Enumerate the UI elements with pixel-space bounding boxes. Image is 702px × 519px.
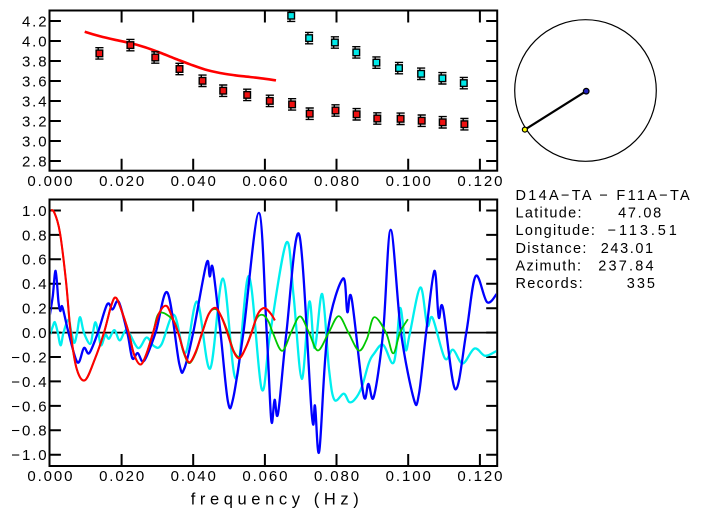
svg-text:−1.0: −1.0 (11, 447, 48, 464)
svg-text:−0.4: −0.4 (11, 374, 48, 391)
svg-text:3.2: 3.2 (22, 113, 49, 130)
svg-text:0.000: 0.000 (27, 468, 74, 485)
svg-text:0.0: 0.0 (22, 325, 49, 342)
svg-text:D14A−TA − F11A−TA: D14A−TA − F11A−TA (516, 188, 693, 204)
svg-text:4.0: 4.0 (22, 33, 49, 50)
svg-text:0.060: 0.060 (242, 173, 289, 190)
svg-text:0.080: 0.080 (314, 173, 361, 190)
svg-text:0.120: 0.120 (457, 173, 504, 190)
svg-text:3.8: 3.8 (22, 53, 49, 70)
svg-text:0.4: 0.4 (22, 276, 49, 293)
svg-text:3.0: 3.0 (22, 133, 49, 150)
svg-text:4.2: 4.2 (22, 13, 49, 30)
svg-text:0.2: 0.2 (22, 301, 49, 318)
svg-text:Longitude:: Longitude: (516, 223, 597, 239)
svg-text:243.01: 243.01 (601, 241, 655, 257)
svg-text:−0.2: −0.2 (11, 349, 48, 366)
svg-text:0.100: 0.100 (386, 173, 433, 190)
svg-text:0.000: 0.000 (27, 173, 74, 190)
svg-text:47.08: 47.08 (618, 206, 663, 222)
svg-text:335: 335 (627, 276, 657, 292)
svg-text:1.0: 1.0 (22, 203, 49, 220)
svg-text:0.020: 0.020 (99, 173, 146, 190)
svg-text:Latitude:: Latitude: (516, 206, 583, 222)
svg-text:−0.6: −0.6 (11, 398, 48, 415)
svg-text:0.060: 0.060 (242, 468, 289, 485)
svg-text:0.040: 0.040 (171, 468, 218, 485)
svg-text:237.84: 237.84 (598, 258, 656, 274)
svg-text:0.040: 0.040 (171, 173, 218, 190)
svg-text:0.100: 0.100 (386, 468, 433, 485)
svg-text:Azimuth:: Azimuth: (516, 258, 583, 274)
svg-text:Distance:: Distance: (516, 241, 588, 257)
svg-text:0.080: 0.080 (314, 468, 361, 485)
svg-text:Records:: Records: (516, 276, 584, 292)
svg-text:3.6: 3.6 (22, 73, 49, 90)
svg-text:0.120: 0.120 (457, 468, 504, 485)
svg-text:−113.51: −113.51 (608, 223, 680, 239)
svg-text:0.6: 0.6 (22, 252, 49, 269)
svg-text:0.020: 0.020 (99, 468, 146, 485)
svg-text:2.8: 2.8 (22, 153, 49, 170)
svg-text:frequency (Hz): frequency (Hz) (191, 491, 364, 509)
svg-text:0.8: 0.8 (22, 227, 49, 244)
svg-text:−0.8: −0.8 (11, 423, 48, 440)
svg-text:3.4: 3.4 (22, 93, 49, 110)
